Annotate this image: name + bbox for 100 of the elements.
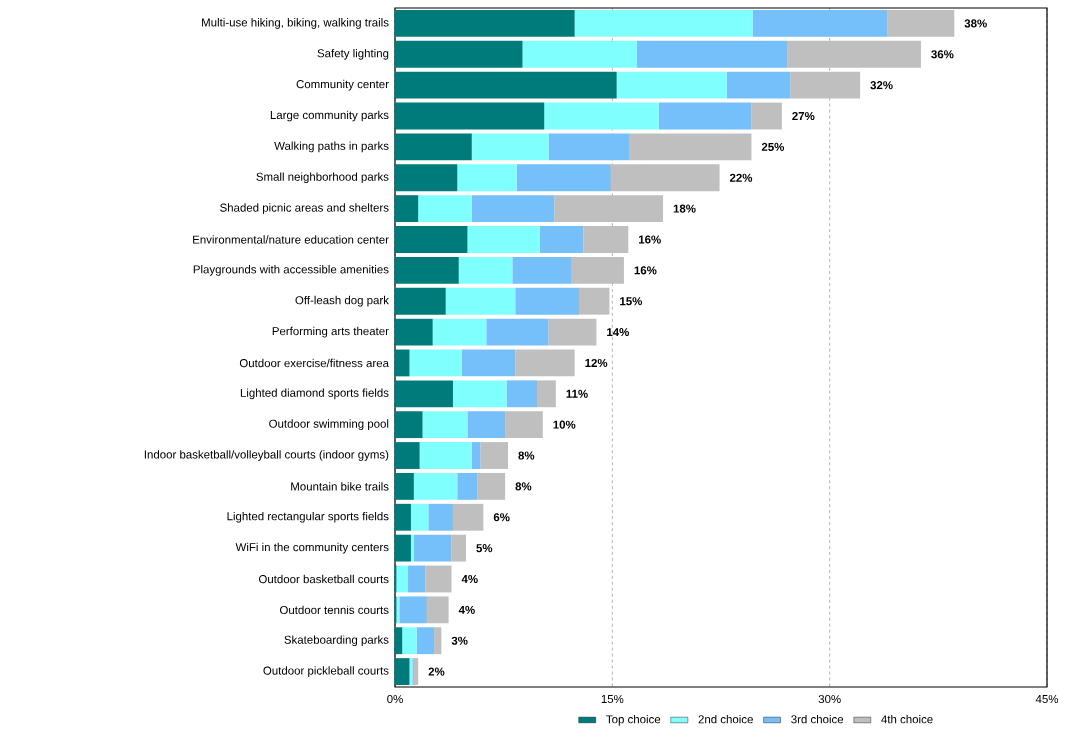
total-label: 4% bbox=[461, 574, 478, 584]
total-label: 15% bbox=[620, 297, 643, 306]
total-label: 22% bbox=[729, 173, 753, 182]
y-tick-label: Small neighborhood parks bbox=[256, 172, 389, 184]
bar bbox=[418, 195, 472, 223]
bar bbox=[409, 349, 462, 377]
bar bbox=[395, 164, 458, 192]
bar bbox=[726, 71, 791, 99]
bar bbox=[579, 287, 610, 315]
bar bbox=[395, 287, 446, 315]
bar bbox=[477, 472, 506, 500]
bar bbox=[395, 411, 423, 439]
bar bbox=[610, 164, 720, 192]
legend-label: 3rd choice bbox=[791, 714, 844, 724]
y-tick-label: Performing arts theater bbox=[272, 326, 389, 338]
bar bbox=[399, 596, 427, 624]
bar bbox=[486, 318, 549, 346]
bar bbox=[402, 627, 417, 655]
y-tick-label: Large community parks bbox=[270, 110, 389, 122]
y-tick-label: Multi-use hiking, biking, walking trails bbox=[202, 18, 389, 29]
bar bbox=[395, 133, 472, 161]
bar bbox=[790, 71, 861, 99]
total-label: 16% bbox=[634, 266, 657, 275]
y-tick-label: Outdoor basketball courts bbox=[258, 574, 389, 584]
y-tick-label: Shaded picnic areas and shelters bbox=[220, 203, 389, 214]
bar bbox=[658, 102, 752, 130]
bar bbox=[548, 133, 630, 161]
bar bbox=[422, 411, 468, 439]
y-tick-label: Indoor basketball/volleyball courts (indoor gyms) bbox=[144, 450, 389, 461]
bar bbox=[512, 256, 572, 284]
total-label: 12% bbox=[585, 358, 608, 367]
y-tick-label: Mountain bike trails bbox=[291, 482, 389, 491]
bar bbox=[395, 472, 414, 500]
y-tick-label: Off-leash dog park bbox=[295, 295, 389, 307]
bar bbox=[395, 442, 420, 469]
bar bbox=[467, 411, 506, 439]
bar bbox=[629, 133, 752, 161]
y-tick-label: Walking paths in parks bbox=[274, 141, 389, 153]
total-label: 4% bbox=[458, 605, 475, 614]
bar bbox=[506, 380, 537, 408]
bar bbox=[395, 226, 468, 253]
bar bbox=[434, 627, 442, 655]
x-tick-label: 30% bbox=[818, 695, 841, 704]
legend-label: Top choice bbox=[606, 714, 661, 726]
bar bbox=[395, 318, 433, 346]
bar bbox=[461, 349, 516, 377]
y-tick-label: WiFi in the community centers bbox=[235, 542, 389, 554]
total-label: 18% bbox=[673, 204, 696, 213]
bar bbox=[451, 534, 466, 562]
bar bbox=[395, 102, 545, 130]
bar bbox=[467, 226, 540, 253]
bar bbox=[432, 318, 487, 346]
total-label: 6% bbox=[493, 513, 510, 522]
bar bbox=[395, 349, 410, 377]
bar bbox=[471, 442, 481, 469]
bar bbox=[395, 534, 411, 562]
bar bbox=[636, 40, 788, 68]
bar bbox=[457, 472, 478, 500]
total-label: 5% bbox=[476, 544, 493, 553]
total-label: 27% bbox=[792, 111, 815, 121]
bar bbox=[539, 226, 584, 253]
total-label: 11% bbox=[566, 389, 588, 398]
bar bbox=[458, 256, 513, 284]
total-label: 8% bbox=[515, 482, 532, 491]
bar bbox=[395, 71, 617, 99]
total-label: 3% bbox=[451, 636, 468, 645]
legend-label: 2nd choice bbox=[698, 714, 753, 724]
bar bbox=[413, 534, 452, 562]
bar bbox=[396, 565, 409, 593]
bar bbox=[395, 195, 419, 223]
total-label: 38% bbox=[964, 19, 987, 28]
bar bbox=[471, 195, 555, 223]
total-label: 2% bbox=[428, 667, 445, 676]
y-tick-label: Lighted rectangular sports fields bbox=[227, 511, 389, 523]
bar bbox=[515, 287, 580, 315]
bar bbox=[452, 380, 507, 408]
bar bbox=[395, 627, 403, 655]
y-tick-label: Playgrounds with accessible amenities bbox=[193, 265, 389, 276]
total-label: 25% bbox=[761, 142, 785, 151]
bar bbox=[395, 256, 459, 284]
bar bbox=[574, 10, 753, 37]
bar bbox=[416, 627, 435, 655]
bar bbox=[457, 164, 517, 192]
total-label: 32% bbox=[870, 81, 893, 90]
bar bbox=[425, 565, 452, 593]
bar bbox=[395, 658, 410, 685]
total-label: 36% bbox=[931, 50, 954, 59]
y-tick-label: Lighted diamond sports fields bbox=[240, 388, 389, 400]
bar bbox=[751, 102, 782, 130]
x-tick-label: 0% bbox=[387, 695, 403, 704]
bar bbox=[554, 195, 664, 223]
bar bbox=[413, 658, 419, 685]
bar bbox=[505, 411, 543, 439]
bar bbox=[515, 349, 575, 377]
bar bbox=[471, 133, 549, 161]
y-tick-label: Outdoor exercise/fitness area bbox=[239, 358, 389, 368]
bar bbox=[516, 164, 611, 192]
total-label: 14% bbox=[607, 328, 630, 337]
bar bbox=[616, 71, 727, 99]
y-tick-label: Outdoor pickleball courts bbox=[263, 666, 389, 677]
